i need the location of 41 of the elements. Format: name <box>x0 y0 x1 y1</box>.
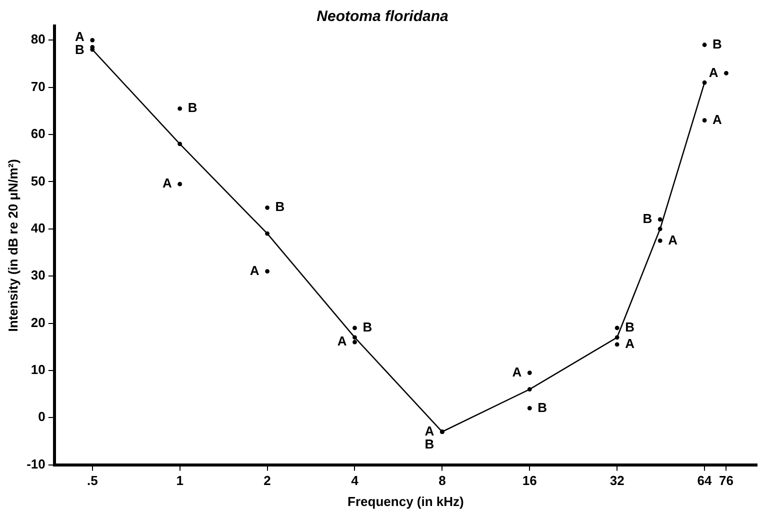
text: B <box>275 199 285 214</box>
text: B <box>538 400 548 415</box>
x-tick-label: 16 <box>522 473 537 488</box>
y-axis-title: Intensity (in dB re 20 μN/m²) <box>5 159 20 332</box>
text: A <box>708 64 718 80</box>
chart-title: Neotoma floridana <box>316 8 448 26</box>
y-tick-label: 10 <box>30 362 46 378</box>
text: A <box>625 336 634 352</box>
x-tick-label: 76 <box>718 473 734 488</box>
x-tick-label: 64 <box>697 473 713 488</box>
text: B <box>188 100 198 116</box>
y-tick-label: 60 <box>30 126 46 142</box>
y-tick-label: 80 <box>30 32 46 47</box>
y-tick-label: 50 <box>30 173 46 188</box>
x-tick-label: 8 <box>438 473 446 488</box>
x-tick-label: 32 <box>610 473 624 488</box>
text: A <box>668 232 678 248</box>
text: B <box>74 42 84 57</box>
y-tick-label: 40 <box>30 220 46 236</box>
text: A <box>424 423 434 438</box>
series-label: B <box>642 211 652 226</box>
y-tick-label: -10 <box>26 456 46 472</box>
x-tick-label: .5 <box>86 473 98 488</box>
x-tick-label: 2 <box>264 473 271 488</box>
series-label: A <box>712 112 723 127</box>
x-axis-title: Frequency (in kHz) <box>348 494 464 509</box>
y-tick-label: 20 <box>30 314 46 330</box>
text: B <box>424 436 434 452</box>
x-tick-label: 4 <box>351 473 360 488</box>
text: A <box>512 364 522 380</box>
text: A <box>162 176 172 191</box>
text: B <box>712 36 722 52</box>
y-tick-label: 0 <box>38 409 46 424</box>
text: A <box>74 28 84 44</box>
y-tick-label: 30 <box>30 268 46 283</box>
text: B <box>625 320 634 335</box>
text: B <box>362 320 372 335</box>
text: A <box>250 262 260 278</box>
x-tick-label: 1 <box>176 473 184 488</box>
y-tick-label: 70 <box>30 78 46 94</box>
text: A <box>337 334 347 349</box>
